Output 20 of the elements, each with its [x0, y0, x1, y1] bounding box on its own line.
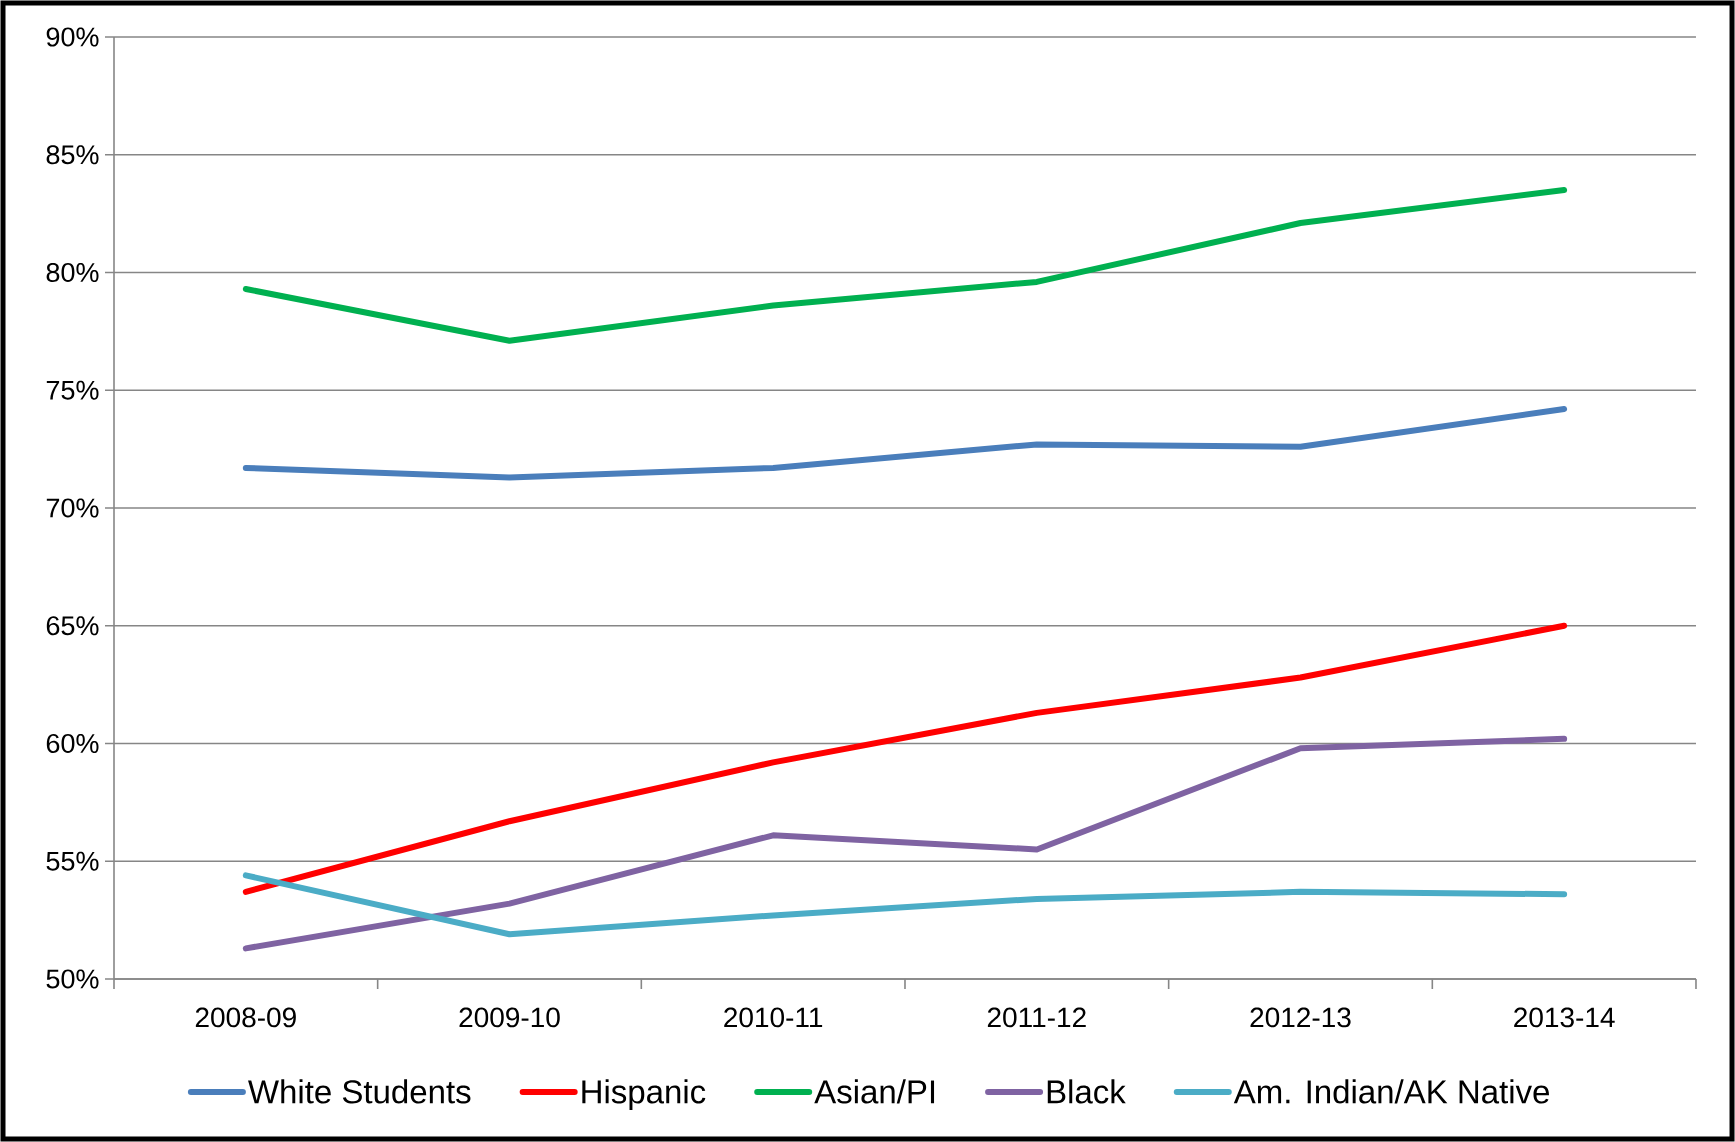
legend-label: Black — [1047, 1079, 1126, 1104]
x-tick-label: 2012-13 — [1250, 1007, 1351, 1028]
y-tick-label: 60% — [46, 733, 99, 754]
x-tick-label: 2010-11 — [724, 1007, 823, 1028]
y-tick-label: 90% — [46, 27, 99, 47]
y-tick-label: 50% — [46, 969, 99, 989]
x-tick-label: 2013-14 — [1514, 1007, 1615, 1028]
legend-label: Am. Indian/AK Native — [1233, 1079, 1549, 1104]
y-tick-label: 55% — [46, 851, 99, 871]
y-tick-label: 75% — [46, 380, 99, 400]
y-tick-label: 80% — [46, 262, 99, 283]
y-tick-label: 70% — [46, 498, 99, 518]
legend-label: Hispanic — [582, 1079, 706, 1111]
x-tick-label: 2008-09 — [195, 1007, 296, 1028]
y-tick-label: 85% — [46, 145, 99, 165]
legend-label: Asian/PI — [814, 1079, 935, 1104]
x-tick-label: 2009-10 — [459, 1007, 560, 1028]
y-tick-label: 65% — [46, 616, 99, 636]
x-tick-label: 2011-12 — [987, 1007, 1086, 1028]
legend-label: White Students — [248, 1079, 471, 1104]
